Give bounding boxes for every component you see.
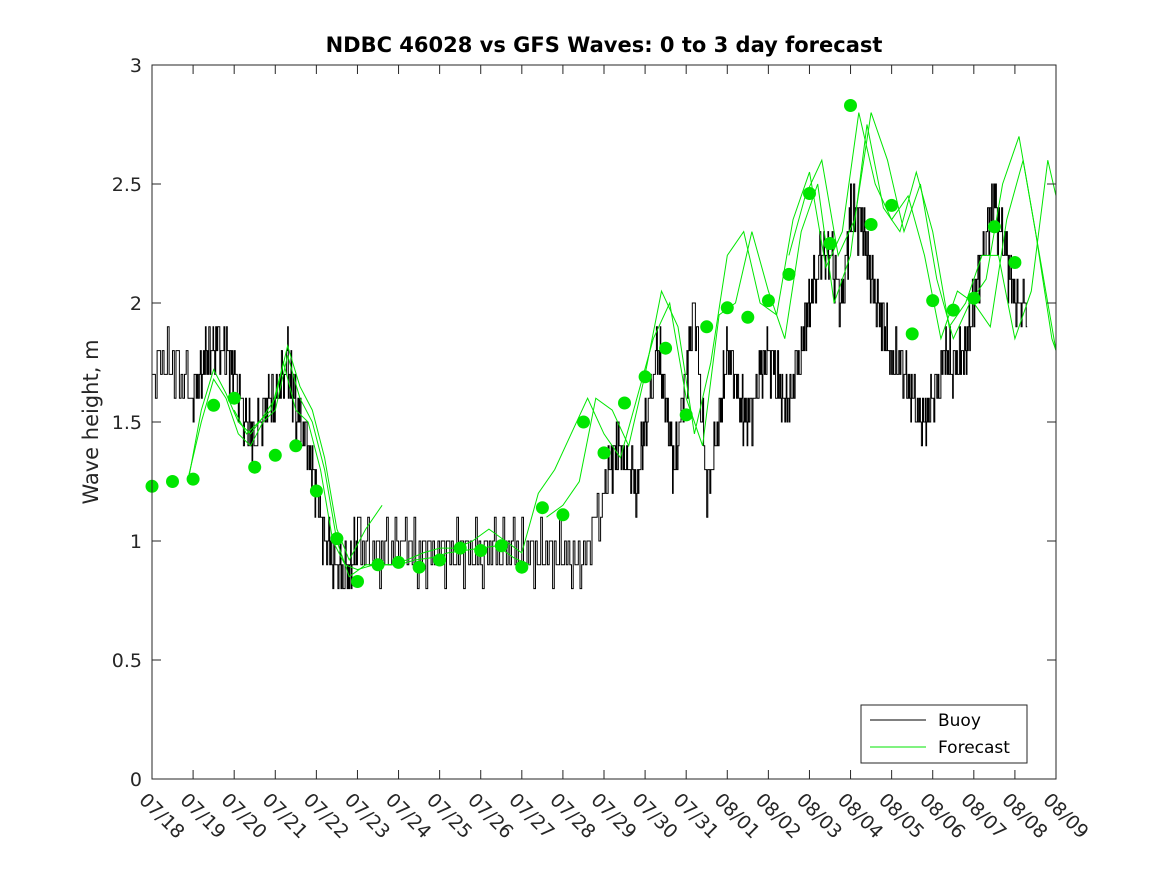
- y-tick-label: 0: [130, 769, 142, 791]
- forecast-point: [556, 508, 570, 522]
- y-axis-label: Wave height, m: [79, 339, 103, 504]
- forecast-run-5: [788, 112, 1057, 351]
- forecast-point: [885, 198, 899, 212]
- forecast-point: [700, 320, 714, 334]
- series-layer: [145, 99, 1057, 590]
- forecast-point: [720, 301, 734, 315]
- buoy-series: [152, 183, 1028, 590]
- forecast-point: [433, 553, 447, 567]
- forecast-point: [371, 558, 385, 572]
- forecast-point: [864, 218, 878, 231]
- legend-box: [860, 704, 1028, 764]
- forecast-point: [577, 415, 590, 429]
- forecast-point: [392, 555, 405, 569]
- forecast-point: [535, 501, 549, 515]
- forecast-point: [926, 294, 940, 308]
- forecast-point: [803, 187, 816, 200]
- forecast-point: [268, 448, 282, 462]
- legend-forecast-label: Forecast: [938, 738, 1010, 758]
- forecast-point: [248, 460, 262, 474]
- forecast-point: [186, 472, 200, 486]
- forecast-point: [905, 327, 919, 341]
- forecast-point: [659, 341, 673, 355]
- y-tick-label: 2: [130, 293, 142, 315]
- forecast-point: [207, 398, 221, 412]
- forecast-point: [453, 541, 467, 555]
- forecast-point: [638, 370, 652, 384]
- forecast-point: [782, 267, 796, 281]
- forecast-point: [166, 475, 179, 488]
- forecast-point: [330, 532, 344, 546]
- chart-title: NDBC 46028 vs GFS Waves: 0 to 3 day fore…: [326, 33, 883, 57]
- forecast-run-3: [233, 124, 1057, 571]
- y-tick-label: 0.5: [112, 650, 142, 672]
- y-tick-label: 1: [130, 531, 142, 553]
- forecast-point: [987, 220, 1001, 234]
- y-tick-label: 2.5: [112, 174, 142, 196]
- legend-buoy-label: Buoy: [938, 711, 981, 731]
- legend: Buoy Forecast: [860, 704, 1028, 764]
- forecast-point: [515, 560, 529, 574]
- forecast-point: [351, 575, 364, 588]
- forecast-point: [761, 294, 775, 308]
- forecast-point: [1008, 256, 1022, 269]
- forecast-point: [474, 544, 488, 557]
- y-tick-label: 1.5: [112, 412, 142, 434]
- forecast-point: [946, 303, 960, 317]
- forecast-point: [597, 446, 611, 460]
- forecast-point: [494, 539, 508, 553]
- forecast-point: [679, 408, 693, 422]
- forecast-point: [844, 99, 857, 112]
- forecast-point: [227, 391, 241, 405]
- forecast-point: [412, 560, 426, 574]
- forecast-point: [741, 310, 755, 324]
- forecast-point: [309, 484, 323, 498]
- forecast-point: [823, 237, 837, 250]
- forecast-point: [967, 291, 981, 305]
- forecast-point: [289, 439, 303, 453]
- y-tick-label: 3: [130, 55, 142, 77]
- forecast-point: [618, 396, 631, 410]
